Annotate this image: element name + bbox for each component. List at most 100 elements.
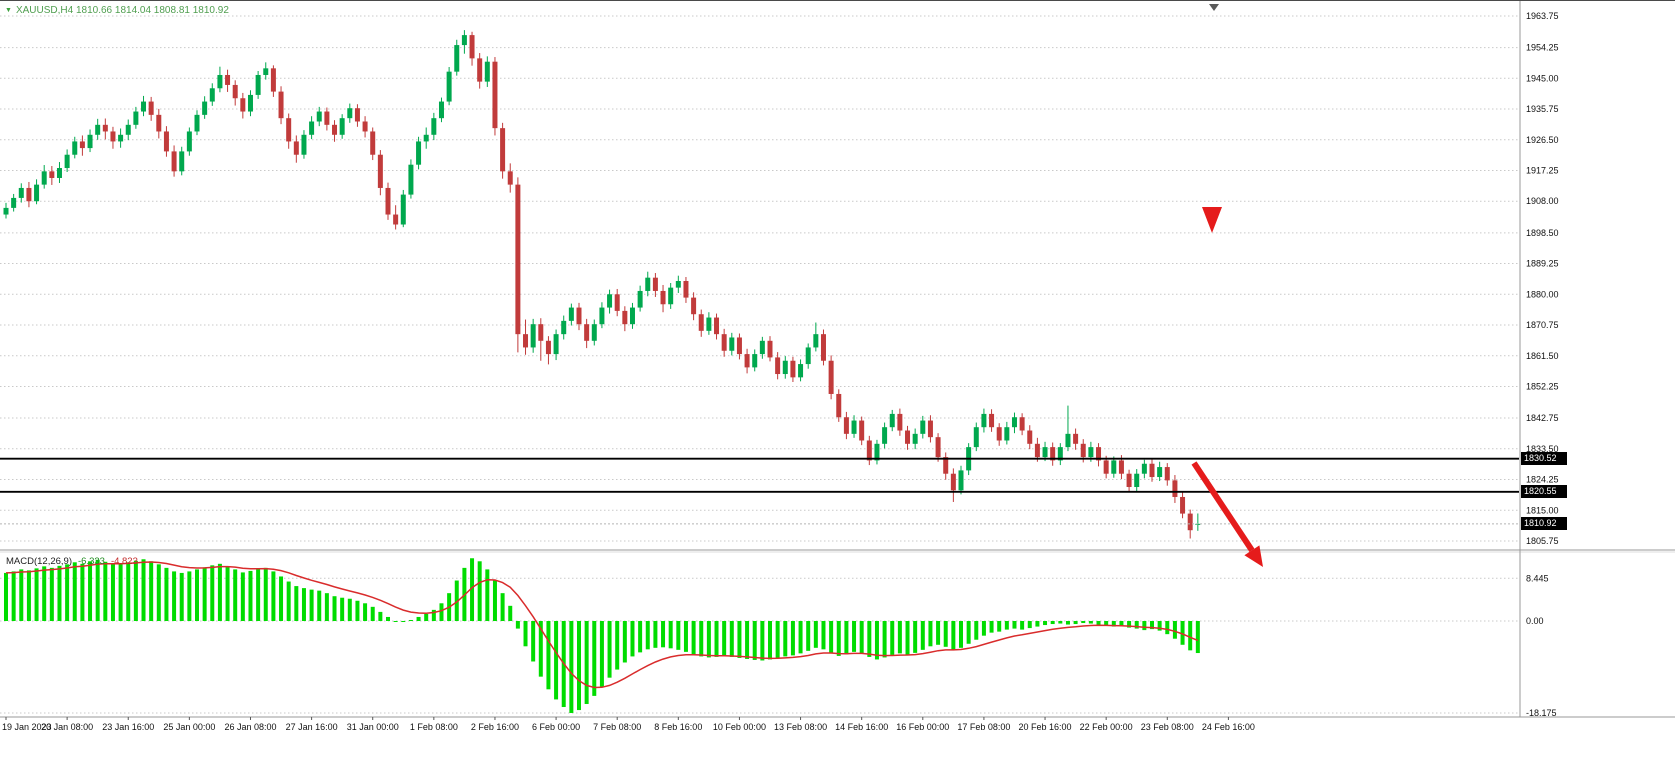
chart-shift-marker[interactable] (1209, 4, 1219, 11)
macd-histogram-bar (49, 567, 54, 621)
macd-histogram-bar (905, 621, 910, 655)
macd-histogram-bar (317, 590, 322, 621)
macd-histogram-bar (492, 580, 497, 621)
macd-title: MACD(12,26,9) (6, 556, 72, 567)
candle-body (836, 393, 842, 418)
trend-arrow-shaft[interactable] (1191, 461, 1255, 552)
candle-body (56, 168, 62, 178)
macd-histogram-bar (118, 563, 123, 621)
time-axis-label[interactable]: 10 Feb 00:00 (713, 722, 766, 732)
time-axis-label[interactable]: 20 Jan 08:00 (41, 722, 93, 732)
hline-badge-0: 1830.52 (1521, 452, 1567, 466)
macd-histogram-bar (1165, 621, 1170, 635)
price-axis-label[interactable]: 1926.50 (1526, 135, 1559, 145)
time-axis-label[interactable]: 22 Feb 00:00 (1080, 722, 1133, 732)
candle-body (34, 184, 40, 202)
candle-body (767, 340, 773, 358)
price-axis-label[interactable]: 1842.75 (1526, 413, 1559, 423)
time-axis-label[interactable]: 8 Feb 16:00 (654, 722, 702, 732)
time-axis-label[interactable]: 31 Jan 00:00 (347, 722, 399, 732)
candle-body (759, 340, 765, 355)
time-axis-label[interactable]: 2 Feb 16:00 (471, 722, 519, 732)
candle-body (1187, 513, 1193, 531)
candle-body (660, 290, 666, 305)
macd-histogram-bar (1020, 621, 1025, 630)
time-axis-label[interactable]: 20 Feb 16:00 (1019, 722, 1072, 732)
candle-body (1004, 427, 1010, 441)
price-axis-label[interactable]: 1889.25 (1526, 259, 1559, 269)
macd-histogram-bar (722, 621, 727, 656)
candle-body (1118, 460, 1124, 474)
candle-body (110, 131, 116, 142)
candle-body (309, 121, 315, 135)
symbol-ohlc-info: ▼ XAUUSD,H4 1810.66 1814.04 1808.81 1810… (5, 5, 229, 16)
candle-body (72, 141, 78, 155)
macd-histogram-bar (1172, 621, 1177, 639)
candle-body (515, 184, 521, 335)
macd-histogram-bar (286, 581, 291, 621)
candle-body (1065, 433, 1071, 448)
price-axis-label[interactable]: 1861.50 (1526, 351, 1559, 361)
time-axis-label[interactable]: 27 Jan 16:00 (286, 722, 338, 732)
time-axis-label[interactable]: 13 Feb 08:00 (774, 722, 827, 732)
price-axis-label[interactable]: 1805.75 (1526, 536, 1559, 546)
macd-histogram-bar (1035, 621, 1040, 627)
price-axis-label[interactable]: 1898.50 (1526, 228, 1559, 238)
candle-body (607, 294, 613, 308)
macd-histogram-bar (706, 621, 711, 658)
macd-histogram-bar (882, 621, 887, 658)
price-axis-label[interactable]: 1824.25 (1526, 475, 1559, 485)
macd-histogram-bar (554, 621, 559, 700)
macd-histogram-bar (42, 566, 47, 621)
price-axis-label[interactable]: 1935.75 (1526, 104, 1559, 114)
time-axis-label[interactable]: 14 Feb 16:00 (835, 722, 888, 732)
macd-histogram-bar (844, 621, 849, 655)
price-axis-label[interactable]: 1880.00 (1526, 289, 1559, 299)
candle-body (171, 151, 177, 172)
time-axis-label[interactable]: 25 Jan 00:00 (163, 722, 215, 732)
candle-body (1149, 463, 1155, 478)
macd-axis-label[interactable]: -18.175 (1526, 708, 1557, 718)
macd-histogram-bar (4, 572, 8, 621)
sell-arrow-annotation[interactable] (1202, 207, 1222, 233)
macd-histogram-bar (95, 559, 100, 621)
candle-body (584, 324, 590, 341)
trend-arrow-head[interactable] (1244, 545, 1263, 567)
candle-body (293, 141, 299, 155)
price-axis-label[interactable]: 1954.25 (1526, 43, 1559, 53)
time-axis-label[interactable]: 6 Feb 00:00 (532, 722, 580, 732)
candle-body (3, 207, 9, 215)
macd-histogram-bar (546, 621, 551, 690)
price-axis-label[interactable]: 1815.00 (1526, 505, 1559, 515)
candle-body (301, 134, 307, 155)
candle-body (1050, 447, 1056, 461)
candle-body (507, 171, 513, 185)
time-axis-label[interactable]: 23 Jan 16:00 (102, 722, 154, 732)
time-axis-label[interactable]: 7 Feb 08:00 (593, 722, 641, 732)
price-axis-label[interactable]: 1917.25 (1526, 166, 1559, 176)
price-axis-label[interactable]: 1852.25 (1526, 381, 1559, 391)
macd-histogram-bar (790, 621, 795, 656)
macd-histogram-bar (1081, 621, 1086, 624)
macd-histogram-bar (592, 621, 597, 696)
candle-body (477, 58, 483, 82)
time-axis-label[interactable]: 26 Jan 08:00 (224, 722, 276, 732)
price-axis-label[interactable]: 1833.50 (1526, 444, 1559, 454)
macd-axis-label[interactable]: 0.00 (1526, 616, 1544, 626)
price-axis-label[interactable]: 1870.75 (1526, 320, 1559, 330)
time-axis-label[interactable]: 19 Jan 2023 (2, 722, 52, 732)
time-axis-label[interactable]: 16 Feb 00:00 (896, 722, 949, 732)
price-axis-label[interactable]: 1908.00 (1526, 196, 1559, 206)
macd-value: -6.333 (78, 556, 105, 567)
macd-axis-label[interactable]: 8.445 (1526, 573, 1549, 583)
time-axis-label[interactable]: 24 Feb 16:00 (1202, 722, 1255, 732)
macd-histogram-bar (309, 589, 314, 621)
candle-body (599, 307, 605, 325)
price-axis-label[interactable]: 1963.75 (1526, 11, 1559, 21)
time-axis-label[interactable]: 1 Feb 08:00 (410, 722, 458, 732)
price-axis-label[interactable]: 1945.00 (1526, 73, 1559, 83)
time-axis-label[interactable]: 23 Feb 08:00 (1141, 722, 1194, 732)
time-axis-label[interactable]: 17 Feb 08:00 (957, 722, 1010, 732)
macd-histogram-bar (836, 621, 841, 656)
